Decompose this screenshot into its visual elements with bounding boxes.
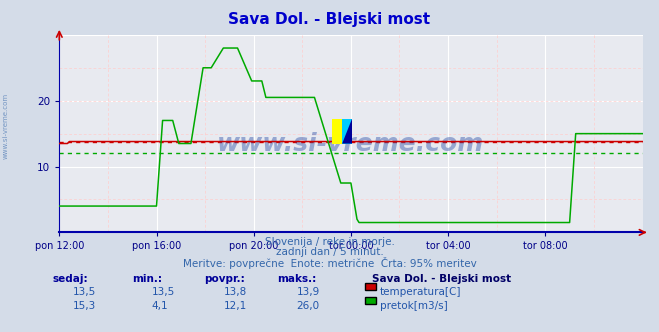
Polygon shape [342,119,352,143]
Text: sedaj:: sedaj: [53,274,88,284]
Bar [342,119,352,143]
Text: 13,8: 13,8 [224,287,247,297]
Bar [332,119,342,143]
Text: povpr.:: povpr.: [204,274,245,284]
Text: 13,5: 13,5 [152,287,175,297]
Text: www.si-vreme.com: www.si-vreme.com [217,131,484,155]
Text: maks.:: maks.: [277,274,316,284]
Text: 13,9: 13,9 [297,287,320,297]
Text: 15,3: 15,3 [72,301,96,311]
Text: 13,5: 13,5 [72,287,96,297]
Text: Meritve: povprečne  Enote: metrične  Črta: 95% meritev: Meritve: povprečne Enote: metrične Črta:… [183,257,476,269]
Text: 26,0: 26,0 [297,301,320,311]
Text: Sava Dol. - Blejski most: Sava Dol. - Blejski most [372,274,511,284]
Text: min.:: min.: [132,274,162,284]
Text: temperatura[C]: temperatura[C] [380,287,461,297]
Text: www.si-vreme.com: www.si-vreme.com [2,93,9,159]
Text: 4,1: 4,1 [152,301,168,311]
Text: Slovenija / reke in morje.: Slovenija / reke in morje. [264,237,395,247]
Text: Sava Dol. - Blejski most: Sava Dol. - Blejski most [229,12,430,27]
Text: pretok[m3/s]: pretok[m3/s] [380,301,447,311]
Text: zadnji dan / 5 minut.: zadnji dan / 5 minut. [275,247,384,257]
Text: 12,1: 12,1 [224,301,247,311]
